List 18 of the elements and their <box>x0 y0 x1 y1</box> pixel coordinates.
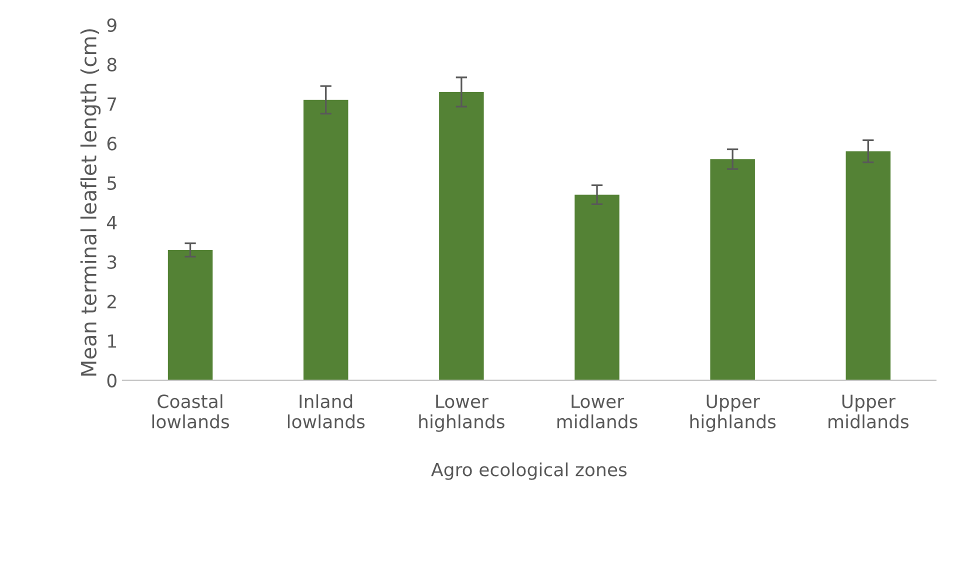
x-tick-label: Coastal lowlands <box>152 394 230 428</box>
x-tick-label: Upper highlands <box>690 394 776 432</box>
y-tick-label: 4 <box>107 216 117 230</box>
x-axis-title: Agro ecological zones <box>431 462 627 480</box>
y-tick-label: 6 <box>107 136 116 150</box>
x-tick-label: Inland lowlands <box>288 394 365 428</box>
x-tick-label: Lower midlands <box>557 394 638 428</box>
x-tick-label: Upper midlands <box>828 394 909 428</box>
y-tick-label: 9 <box>107 18 116 32</box>
x-tick-label: Lower highlands <box>419 394 504 432</box>
y-tick-label: 0 <box>107 374 116 388</box>
y-tick-label: 5 <box>108 176 116 190</box>
y-tick-label: 8 <box>107 58 116 72</box>
y-tick-label: 2 <box>107 294 116 308</box>
y-tick-label: 3 <box>108 255 116 269</box>
y-tick-label: 7 <box>108 98 116 111</box>
y-axis-title: Mean terminal leaflet length (cm) <box>80 29 101 376</box>
y-tick-label: 1 <box>108 334 116 348</box>
